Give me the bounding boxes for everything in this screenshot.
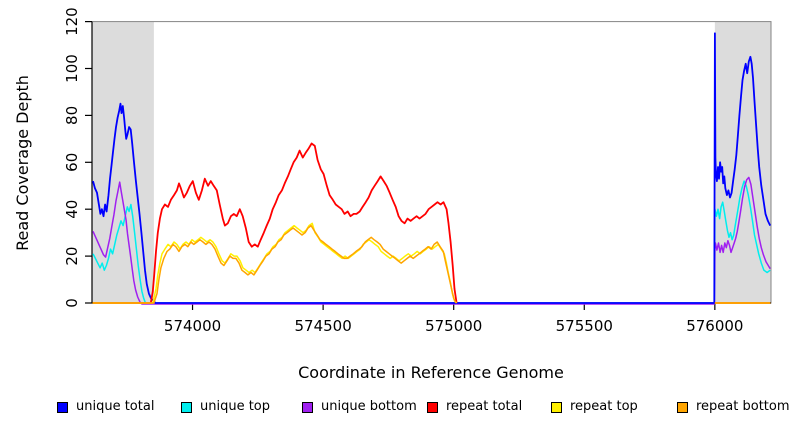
legend-label: repeat total — [446, 399, 523, 414]
y-tick-label: 80 — [63, 106, 81, 125]
series-line-repeat-total — [92, 142, 458, 304]
series-layer — [92, 32, 772, 305]
x-tick-label: 576000 — [686, 317, 743, 335]
series-line-repeat-top — [92, 222, 458, 304]
y-tick-label: 120 — [63, 7, 81, 36]
legend-swatch — [677, 402, 688, 413]
legend-swatch — [302, 402, 313, 413]
plot-box — [91, 21, 772, 304]
series-line-unique-top — [92, 180, 771, 304]
legend-swatch — [427, 402, 438, 413]
x-tick-label: 574000 — [164, 317, 221, 335]
axes-layer — [85, 21, 772, 310]
y-tick-label: 100 — [63, 54, 81, 83]
series-line-unique-total — [92, 32, 772, 304]
shaded-region — [714, 21, 771, 303]
legend-label: unique top — [200, 399, 271, 414]
legend-swatch — [57, 402, 68, 413]
legend-label: repeat bottom — [696, 399, 790, 414]
x-axis-title: Coordinate in Reference Genome — [298, 363, 564, 382]
y-axis-title: Read Coverage Depth — [13, 75, 32, 251]
tick-labels-layer: 574000 574500 575000 575500 576000 0 20 40 60 80 1… — [63, 7, 743, 335]
shaded-regions-layer — [92, 21, 771, 303]
x-tick-label: 575000 — [425, 317, 482, 335]
y-tick-label: 40 — [63, 200, 81, 219]
legend-label: repeat top — [570, 399, 638, 414]
x-tick-label: 575500 — [556, 317, 613, 335]
legend-swatch — [181, 402, 192, 413]
y-tick-label: 60 — [63, 153, 81, 172]
y-tick-label: 20 — [63, 247, 81, 266]
y-tick-label: 0 — [63, 298, 81, 308]
series-line-repeat-bottom — [92, 224, 457, 304]
x-tick-label: 574500 — [294, 317, 351, 335]
legend-label: unique bottom — [321, 399, 417, 414]
legend: unique total unique top unique bottom repea… — [0, 396, 792, 420]
legend-label: unique total — [76, 399, 155, 414]
legend-swatch — [551, 402, 562, 413]
series-line-unique-bottom — [92, 176, 771, 305]
